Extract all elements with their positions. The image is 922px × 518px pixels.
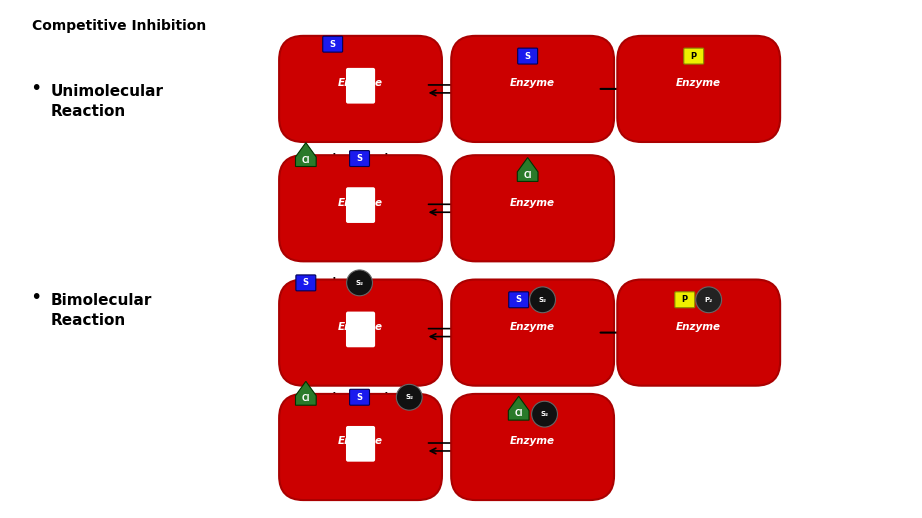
FancyBboxPatch shape	[346, 68, 375, 104]
Text: Enzyme: Enzyme	[338, 197, 383, 208]
Text: Enzyme: Enzyme	[676, 78, 721, 88]
Text: Competitive Inhibition: Competitive Inhibition	[32, 19, 207, 33]
Text: S: S	[357, 393, 362, 402]
Text: Enzyme: Enzyme	[510, 78, 555, 88]
Text: Enzyme: Enzyme	[338, 436, 383, 446]
Text: CI: CI	[301, 155, 310, 165]
Text: Enzyme: Enzyme	[338, 322, 383, 332]
FancyBboxPatch shape	[451, 155, 614, 262]
Text: CI: CI	[301, 394, 310, 404]
FancyBboxPatch shape	[675, 292, 695, 308]
FancyBboxPatch shape	[618, 36, 780, 142]
Text: +: +	[327, 390, 340, 405]
Circle shape	[529, 287, 555, 313]
FancyBboxPatch shape	[517, 48, 538, 64]
Text: P: P	[681, 295, 688, 304]
FancyBboxPatch shape	[509, 292, 528, 308]
Text: +: +	[379, 390, 392, 405]
Polygon shape	[295, 142, 316, 166]
FancyBboxPatch shape	[279, 280, 442, 386]
FancyBboxPatch shape	[346, 187, 375, 223]
Circle shape	[347, 270, 372, 296]
FancyBboxPatch shape	[451, 394, 614, 500]
FancyBboxPatch shape	[346, 426, 375, 462]
Text: S: S	[525, 52, 531, 61]
Text: S: S	[302, 278, 309, 287]
FancyBboxPatch shape	[451, 280, 614, 386]
FancyBboxPatch shape	[279, 36, 442, 142]
FancyBboxPatch shape	[296, 275, 315, 291]
Text: S₂: S₂	[356, 280, 363, 286]
Polygon shape	[508, 396, 529, 420]
FancyBboxPatch shape	[349, 151, 370, 166]
Text: S: S	[357, 154, 362, 163]
Circle shape	[532, 401, 558, 427]
Text: •: •	[30, 289, 41, 307]
Polygon shape	[295, 381, 316, 405]
Text: S₂: S₂	[538, 297, 547, 303]
Text: +: +	[327, 276, 340, 291]
Text: +: +	[379, 151, 392, 166]
Text: Enzyme: Enzyme	[510, 197, 555, 208]
FancyBboxPatch shape	[279, 155, 442, 262]
FancyBboxPatch shape	[349, 390, 370, 405]
Text: CI: CI	[514, 409, 523, 418]
Text: Bimolecular
Reaction: Bimolecular Reaction	[50, 293, 151, 327]
Text: Enzyme: Enzyme	[510, 436, 555, 446]
Text: S₂: S₂	[405, 394, 413, 400]
Text: Enzyme: Enzyme	[510, 322, 555, 332]
FancyBboxPatch shape	[618, 280, 780, 386]
Text: +: +	[327, 151, 340, 166]
FancyBboxPatch shape	[323, 36, 343, 52]
Circle shape	[696, 287, 722, 313]
FancyBboxPatch shape	[684, 48, 703, 64]
Text: Enzyme: Enzyme	[338, 78, 383, 88]
FancyBboxPatch shape	[451, 36, 614, 142]
Polygon shape	[517, 157, 538, 181]
FancyBboxPatch shape	[279, 394, 442, 500]
Text: S₂: S₂	[540, 411, 549, 417]
Text: •: •	[30, 79, 41, 98]
Text: P₂: P₂	[704, 297, 713, 303]
Circle shape	[396, 384, 422, 410]
Text: Unimolecular
Reaction: Unimolecular Reaction	[50, 84, 163, 119]
Text: S: S	[515, 295, 522, 304]
Text: Enzyme: Enzyme	[676, 322, 721, 332]
Text: CI: CI	[524, 170, 532, 180]
FancyBboxPatch shape	[346, 311, 375, 347]
Text: S: S	[330, 40, 336, 49]
Text: P: P	[691, 52, 697, 61]
